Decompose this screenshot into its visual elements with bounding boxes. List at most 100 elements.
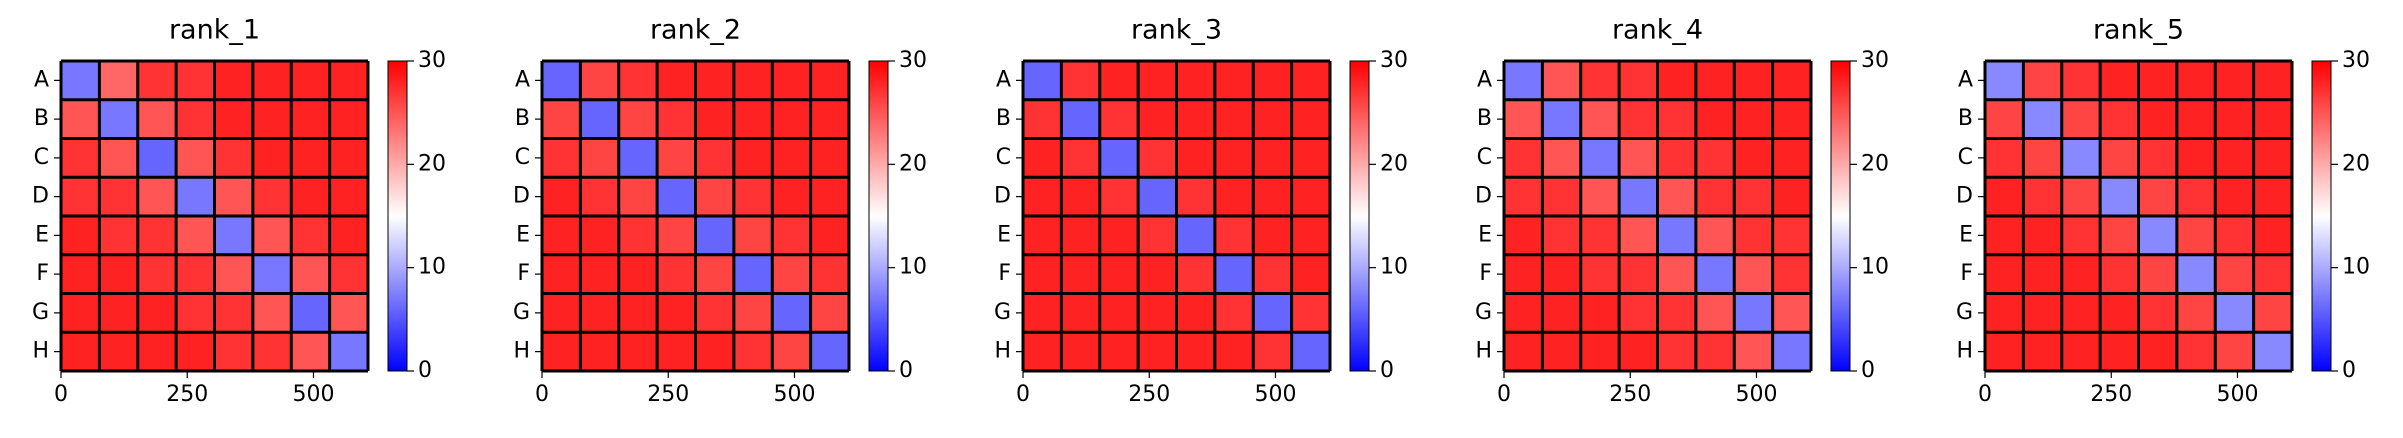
- heatmap-cell: [1214, 177, 1254, 217]
- heatmap-cell: [695, 99, 735, 139]
- y-tick-label: G: [1956, 300, 1973, 325]
- heatmap-cell: [1772, 61, 1812, 101]
- x-tick-label: 0: [535, 382, 549, 407]
- heatmap-cell: [1772, 177, 1812, 217]
- x-tick-label: 250: [1128, 382, 1170, 407]
- heatmap-cell: [695, 216, 735, 256]
- heatmap-cell: [2100, 61, 2139, 101]
- heatmap-cell: [1619, 332, 1658, 372]
- y-tick-label: C: [515, 145, 530, 170]
- heatmap-cell: [1580, 216, 1620, 256]
- heatmap-cell: [810, 216, 850, 256]
- heatmap-cell: [1542, 61, 1582, 101]
- heatmap-cell: [1504, 61, 1543, 101]
- panel-title: rank_2: [650, 15, 741, 46]
- heatmap-cell: [2253, 332, 2293, 372]
- heatmap-cell: [291, 177, 331, 217]
- heatmap-cell: [1580, 99, 1620, 139]
- heatmap-cell: [1657, 293, 1697, 333]
- heatmap-cell: [1619, 138, 1658, 178]
- heatmap-cell: [1023, 254, 1062, 294]
- heatmap-cell: [542, 99, 581, 139]
- heatmap-cell: [1099, 332, 1139, 372]
- colorbar-tick-label: 30: [2342, 48, 2370, 73]
- heatmap-cell: [1580, 254, 1620, 294]
- y-tick-label: B: [515, 106, 530, 131]
- heatmap-cell: [1542, 254, 1582, 294]
- heatmap-cell: [1657, 177, 1697, 217]
- heatmap-cell: [1176, 254, 1216, 294]
- heatmap-cell: [252, 332, 292, 372]
- heatmap-cell: [1542, 293, 1582, 333]
- heatmap-cell: [1138, 138, 1177, 178]
- heatmap-cell: [618, 216, 658, 256]
- heatmap-cell: [2023, 61, 2063, 101]
- x-tick-label: 500: [292, 382, 334, 407]
- heatmap-cell: [657, 332, 696, 372]
- heatmap-cell: [1772, 216, 1812, 256]
- heatmap-cell: [1734, 177, 1774, 217]
- heatmap-cell: [542, 177, 581, 217]
- heatmap-cell: [61, 254, 100, 294]
- heatmap-cell: [810, 177, 850, 217]
- heatmap-cell: [1504, 99, 1543, 139]
- heatmap-cell: [580, 293, 620, 333]
- heatmap-cell: [214, 99, 254, 139]
- heatmap-cell: [657, 254, 696, 294]
- colorbar-tick-label: 10: [418, 255, 446, 280]
- heatmap-cell: [542, 293, 581, 333]
- heatmap-cell: [1695, 138, 1735, 178]
- heatmap-cell: [772, 254, 812, 294]
- heatmap-cell: [252, 293, 292, 333]
- heatmap-cell: [252, 99, 292, 139]
- y-tick-label: G: [1475, 300, 1492, 325]
- heatmap-cell: [618, 177, 658, 217]
- heatmap-cell: [2253, 177, 2293, 217]
- heatmap-cell: [2061, 61, 2101, 101]
- heatmap-cell: [2023, 332, 2063, 372]
- heatmap-cell: [329, 177, 369, 217]
- colorbar-tick-label: 20: [1380, 151, 1408, 176]
- heatmap-cell: [329, 99, 369, 139]
- heatmap-cell: [542, 61, 581, 101]
- heatmap-cell: [2138, 254, 2178, 294]
- y-tick-label: A: [515, 67, 530, 92]
- heatmap-cell: [542, 138, 581, 178]
- heatmap-cell: [1619, 216, 1658, 256]
- heatmap-cell: [618, 99, 658, 139]
- heatmap-cell: [1099, 216, 1139, 256]
- heatmap-cell: [1023, 332, 1062, 372]
- heatmap-cell: [580, 138, 620, 178]
- heatmap-cell: [1023, 99, 1062, 139]
- heatmap-cell: [1695, 177, 1735, 217]
- heatmap-cell: [137, 293, 177, 333]
- heatmap-cell: [1695, 61, 1735, 101]
- panel-title: rank_4: [1612, 15, 1703, 46]
- heatmap-cell: [733, 332, 773, 372]
- heatmap-cell: [1253, 138, 1293, 178]
- heatmap-cell: [580, 216, 620, 256]
- heatmap-cell: [1985, 177, 2024, 217]
- heatmap-cell: [252, 254, 292, 294]
- heatmap-cell: [1176, 332, 1216, 372]
- heatmap-cell: [580, 99, 620, 139]
- heatmap-cell: [1138, 61, 1177, 101]
- heatmap-cell: [2253, 254, 2293, 294]
- heatmap-cell: [137, 99, 177, 139]
- heatmap-cell: [99, 293, 139, 333]
- heatmap-cell: [1542, 138, 1582, 178]
- heatmap-cell: [1061, 254, 1101, 294]
- heatmap-cell: [1214, 216, 1254, 256]
- heatmap-cell: [137, 61, 177, 101]
- heatmap-cell: [1772, 254, 1812, 294]
- y-tick-label: A: [1477, 67, 1492, 92]
- heatmap-cell: [580, 177, 620, 217]
- heatmap-cell: [252, 138, 292, 178]
- heatmap-cell: [2061, 138, 2101, 178]
- heatmap-cell: [1291, 332, 1331, 372]
- heatmap-cell: [733, 99, 773, 139]
- heatmap-cell: [2061, 177, 2101, 217]
- y-tick-label: G: [513, 300, 530, 325]
- heatmap-cell: [176, 216, 215, 256]
- heatmap-cell: [1619, 99, 1658, 139]
